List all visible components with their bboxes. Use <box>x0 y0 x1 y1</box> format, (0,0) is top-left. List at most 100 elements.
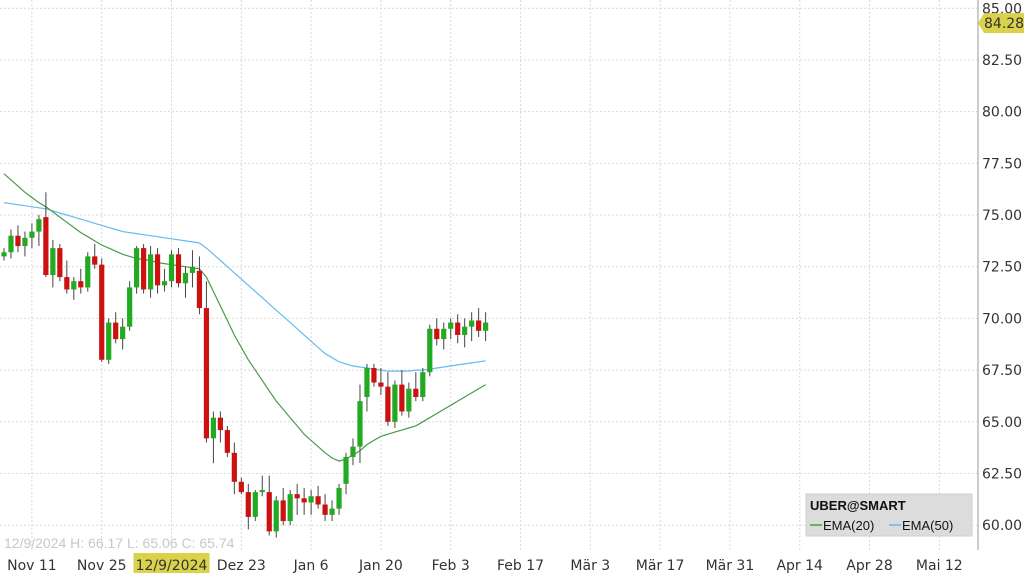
candle-body <box>378 382 384 387</box>
candle-body <box>413 388 419 397</box>
candle-body <box>371 368 377 383</box>
x-tick-label: 12/9/2024 <box>136 558 208 574</box>
candle-body <box>448 322 454 329</box>
candle-body <box>161 281 168 286</box>
candle-body <box>147 254 154 290</box>
last-price-label: 84.28 <box>984 16 1024 32</box>
candle-body <box>427 328 433 373</box>
candle-body <box>462 326 468 335</box>
x-tick-highlight <box>133 553 210 573</box>
candle-body <box>483 322 489 331</box>
candle-body <box>273 500 279 532</box>
candle-body <box>175 254 182 284</box>
candle-body <box>217 417 223 431</box>
candle-body <box>343 456 349 484</box>
ema50-line <box>3 202 486 372</box>
x-tick-label: Feb 3 <box>432 558 470 574</box>
candle-body <box>245 492 251 517</box>
candle-body <box>43 217 49 275</box>
candle-body <box>315 496 321 505</box>
grid-lines <box>0 0 979 550</box>
last-price-badge <box>978 13 1024 34</box>
candle-body <box>280 500 286 522</box>
candle-body <box>182 272 189 284</box>
y-tick-label: 62.50 <box>982 466 1022 482</box>
candle-body <box>154 254 161 286</box>
candle-body <box>210 417 216 439</box>
candle-body <box>266 492 272 532</box>
x-tick-label: Apr 28 <box>846 558 892 574</box>
y-tick-label: 72.50 <box>982 260 1022 276</box>
candle-body <box>238 481 244 493</box>
candle-body <box>350 446 356 457</box>
y-tick-label: 67.50 <box>982 363 1022 379</box>
candle-body <box>294 494 300 499</box>
candle-body <box>476 320 482 331</box>
x-axis: Nov 11 Nov 25 12/9/2024 Dez 23 Jan 6 Jan 20 Fe… <box>7 553 963 574</box>
y-tick-label: 65.00 <box>982 415 1022 431</box>
x-tick-label: Apr 14 <box>776 558 823 574</box>
candle-body <box>99 264 105 360</box>
candle-body <box>22 237 28 247</box>
y-tick-label: 60.00 <box>982 518 1022 534</box>
candle-body <box>308 496 314 503</box>
candle-body <box>50 248 56 275</box>
candle-body <box>399 384 405 412</box>
candle-body <box>301 498 307 503</box>
x-tick-label: Mär 17 <box>636 558 685 574</box>
candle-body <box>127 287 133 327</box>
candle-body <box>252 492 258 517</box>
candle-body <box>385 386 391 422</box>
candle-body <box>134 248 140 288</box>
y-axis: 60.00 62.50 65.00 67.50 70.00 72.50 75.00 77.50… <box>982 1 1022 534</box>
candle-body <box>120 326 126 340</box>
candle-body <box>8 235 14 253</box>
candle-body <box>287 494 293 522</box>
candle-body <box>106 322 112 360</box>
candle-body <box>64 277 70 290</box>
candle-body <box>78 281 84 288</box>
x-tick-label: Dez 23 <box>217 558 266 574</box>
candle-body <box>92 256 98 265</box>
ema-lines <box>3 173 486 462</box>
x-tick-label: Jan 6 <box>293 558 329 574</box>
x-tick-label: Jan 20 <box>358 558 403 574</box>
candle-body <box>322 504 328 515</box>
candle-body <box>57 248 63 278</box>
candle-body <box>36 219 42 232</box>
candle-body <box>329 508 335 515</box>
x-tick-label: Feb 17 <box>497 558 544 574</box>
candle-body <box>141 248 147 290</box>
ema20-line <box>3 173 486 462</box>
candle-body <box>189 266 196 273</box>
candle-body <box>406 388 412 412</box>
x-tick-label: Mär 3 <box>570 558 610 574</box>
legend-background <box>805 493 973 537</box>
candle-body <box>469 320 475 327</box>
candle-body <box>336 487 342 509</box>
candle-body <box>364 368 370 397</box>
y-tick-label: 75.00 <box>982 208 1022 224</box>
candle-body <box>259 490 265 493</box>
legend-symbol: UBER@SMART <box>810 498 906 513</box>
legend-ema50-label: EMA(50) <box>902 518 953 533</box>
candle-body <box>441 328 447 340</box>
x-tick-label: Mär 31 <box>706 558 755 574</box>
candle-body <box>231 452 237 482</box>
candle-body <box>434 328 440 340</box>
y-tick-label: 70.00 <box>982 311 1022 327</box>
ohlc-readout: 12/9/2024 H: 66.17 L: 65.06 C: 65.74 <box>4 535 235 551</box>
candle-body <box>1 252 7 257</box>
candle-body <box>420 372 426 397</box>
candle-body <box>168 254 175 282</box>
candle-body <box>113 322 119 340</box>
last-price-marker: 84.28 <box>978 13 1024 34</box>
y-tick-label: 80.00 <box>982 105 1022 121</box>
y-tick-label: 77.50 <box>982 156 1022 172</box>
candle-body <box>85 256 91 288</box>
x-tick-label: Nov 25 <box>77 558 127 574</box>
legend-ema20-label: EMA(20) <box>823 518 874 533</box>
legend-box: UBER@SMART EMA(20) EMA(50) <box>805 493 973 537</box>
candle-body <box>203 308 210 439</box>
